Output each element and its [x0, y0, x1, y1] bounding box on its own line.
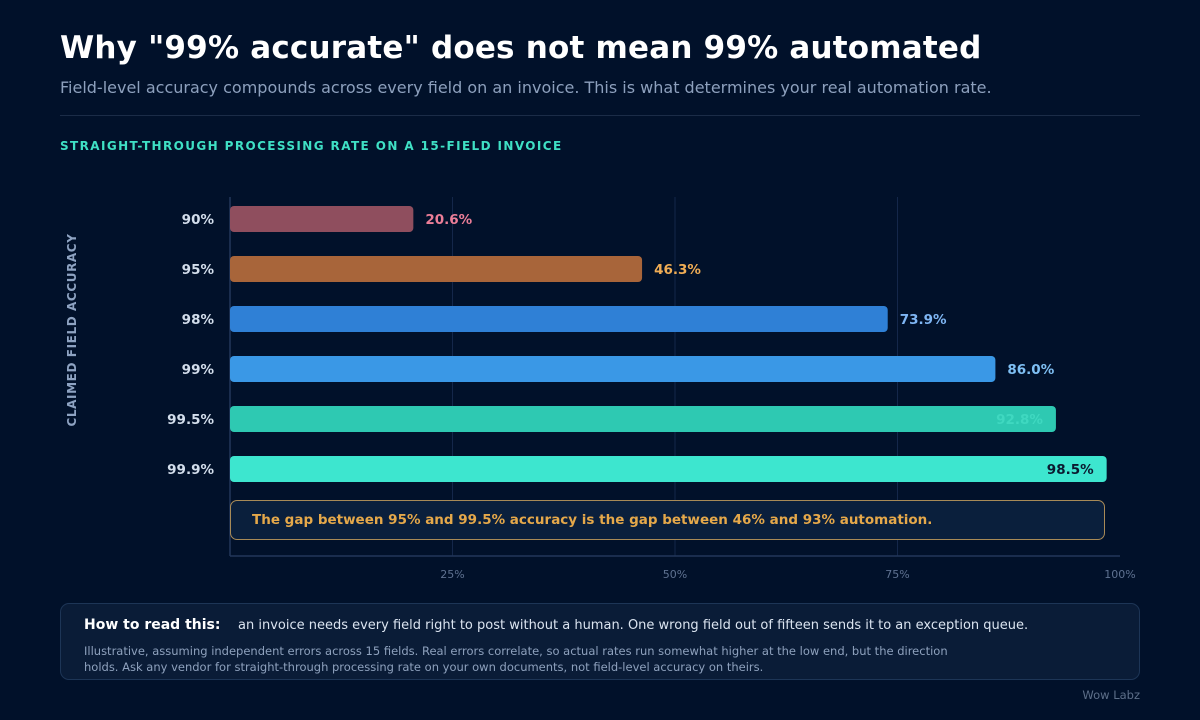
bar-value-label: 46.3% — [654, 262, 701, 278]
methodology-note: Illustrative, assuming independent error… — [84, 644, 948, 674]
bar-90- — [230, 206, 414, 232]
bar-value-label: 92.8% — [996, 412, 1043, 428]
annotation-callout: The gap between 95% and 99.5% accuracy i… — [230, 500, 1105, 540]
how-to-read-text: an invoice needs every field right to po… — [238, 618, 1029, 633]
how-to-read-box: How to read this: an invoice needs every… — [60, 603, 1140, 680]
header-divider — [60, 115, 1140, 116]
y-axis-title: CLAIMED FIELD ACCURACY — [65, 234, 79, 427]
x-tick-label: 75% — [885, 568, 909, 581]
category-label: 95% — [182, 262, 215, 278]
page-subtitle: Field-level accuracy compounds across ev… — [60, 78, 992, 97]
x-tick-label: 100% — [1104, 568, 1135, 581]
bar-value-label: 98.5% — [1047, 462, 1094, 478]
bar-95- — [230, 256, 643, 282]
x-tick-label: 50% — [663, 568, 687, 581]
how-to-read-label: How to read this: — [84, 617, 221, 633]
category-label: 99% — [182, 362, 215, 378]
bar-value-label: 86.0% — [1007, 362, 1054, 378]
category-label: 98% — [182, 312, 215, 328]
credit-label: Wow Labz — [1082, 688, 1140, 702]
bar-value-label: 73.9% — [900, 312, 947, 328]
category-label: 99.5% — [167, 412, 214, 428]
bar-chart: 25% 50% 75% 100% CLAIMED FIELD ACCURACY 90% 20… — [65, 197, 1136, 581]
bar-99- — [230, 356, 996, 382]
annotation-text: The gap between 95% and 99.5% accuracy i… — [252, 512, 933, 528]
bar-value-label: 20.6% — [425, 212, 472, 228]
chart-title: STRAIGHT-THROUGH PROCESSING RATE ON A 15… — [60, 139, 563, 153]
category-label: 99.9% — [167, 462, 214, 478]
x-tick-label: 25% — [440, 568, 464, 581]
bar-99-5- — [230, 406, 1056, 432]
bar-98- — [230, 306, 888, 332]
bar-99-9- — [230, 456, 1107, 482]
page-title: Why "99% accurate" does not mean 99% aut… — [60, 30, 982, 66]
category-label: 90% — [182, 212, 215, 228]
